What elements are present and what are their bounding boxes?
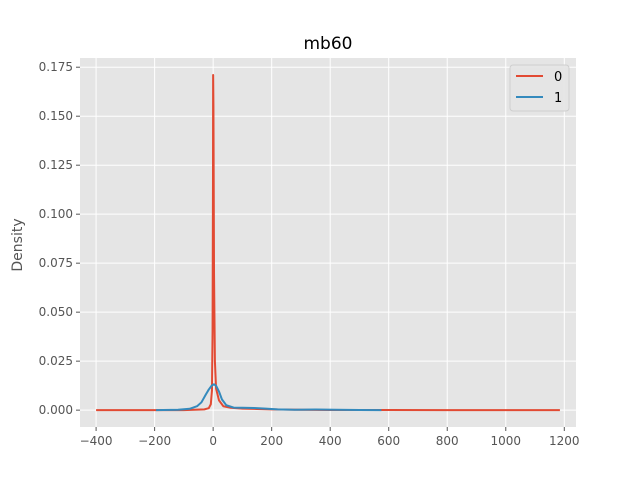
legend: 01 <box>509 64 570 112</box>
legend-label-0: 0 <box>554 70 562 85</box>
x-tick-label: 1200 <box>549 434 580 448</box>
y-tick-label: 0.000 <box>39 403 73 417</box>
y-tick-label: 0.025 <box>39 354 73 368</box>
y-axis-label: Density <box>10 218 26 271</box>
x-tick-label: 400 <box>319 434 342 448</box>
y-tick-label: 0.175 <box>39 60 73 74</box>
y-tick-label: 0.150 <box>39 109 73 123</box>
grid <box>80 58 576 427</box>
series-line-1 <box>156 383 382 412</box>
x-tick-label: 200 <box>260 434 283 448</box>
chart-title: mb60 <box>304 34 353 54</box>
y-tick-label: 0.125 <box>39 158 73 172</box>
x-tick-label: 800 <box>436 434 459 448</box>
y-tick-label: 0.100 <box>39 207 73 221</box>
series-lines <box>96 74 560 412</box>
x-tick-label: 0 <box>209 434 217 448</box>
x-tick-label: 1000 <box>490 434 521 448</box>
x-tick-label: 600 <box>377 434 400 448</box>
y-tick-label: 0.075 <box>39 256 73 270</box>
plot-area <box>80 58 576 427</box>
x-tick-label: −400 <box>80 434 113 448</box>
legend-label-1: 1 <box>554 91 562 106</box>
y-axis: 0.000 0.025 0.050 0.075 0.100 0.125 0.150 0.175 <box>39 60 80 417</box>
x-axis: −400 −200 0 200 400 600 800 1000 1200 <box>80 427 580 448</box>
y-tick-label: 0.050 <box>39 305 73 319</box>
x-tick-label: −200 <box>138 434 171 448</box>
